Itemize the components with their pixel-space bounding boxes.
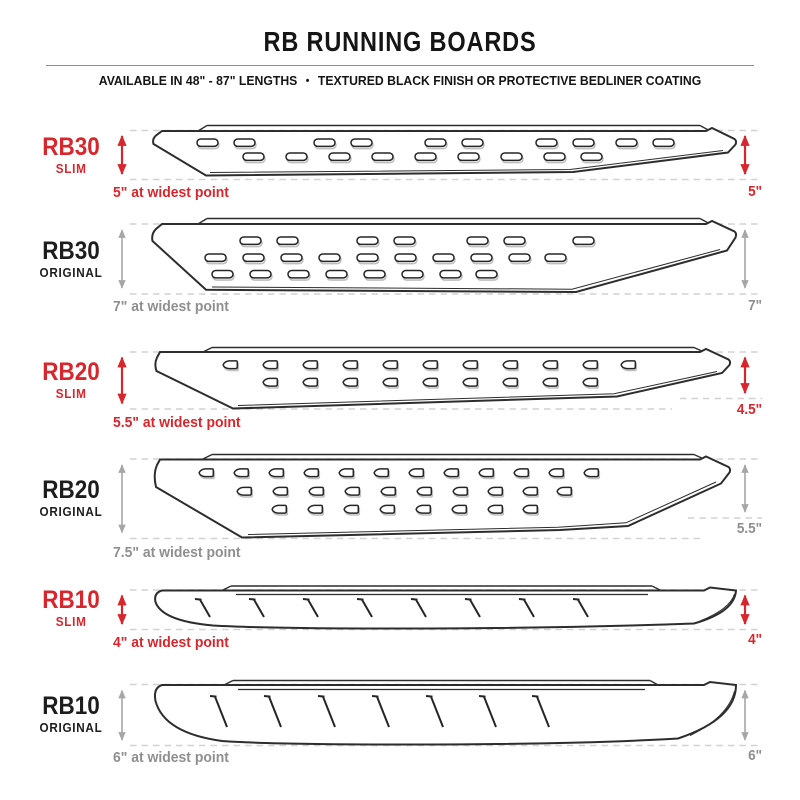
end-height-label-rb20-slim: 4.5" [736,402,762,418]
board-label-rb30-original: RB30 ORIGINAL [28,222,114,296]
rb10-original-board-drawing [118,679,762,747]
widest-point-label-rb10-original: 6" at widest point [113,749,229,766]
model-name: RB20 [42,358,100,386]
widest-point-label-rb10-slim: 4" at widest point [113,634,229,651]
subtitle-separator: • [305,75,310,87]
model-name: RB30 [42,236,100,265]
page-subtitle: AVAILABLE IN 48" - 87" LENGTHS • TEXTURED … [24,73,776,88]
end-height-label-rb10-original: 6" [748,748,762,764]
widest-point-label-rb20-original: 7.5" at widest point [113,544,241,561]
model-name: RB20 [42,476,100,504]
variant-name: ORIGINAL [39,719,103,735]
variant-name: SLIM [55,613,87,629]
variant-name: SLIM [55,386,87,401]
variant-name: ORIGINAL [39,504,103,519]
model-name: RB10 [42,585,100,614]
variant-name: ORIGINAL [39,264,103,280]
widest-point-label-rb30-original: 7" at widest point [113,298,229,315]
end-height-label-rb10-slim: 4" [748,632,762,648]
model-name: RB30 [42,132,100,161]
title-divider [46,65,754,66]
widest-point-label-rb30-slim: 5" at widest point [113,184,229,201]
rb30-slim-board-drawing [117,124,762,181]
variant-name: SLIM [55,160,87,176]
page-title: RB RUNNING BOARDS [263,26,537,57]
rb20-original-board-drawing [118,453,762,540]
rb20-slim-board-drawing [117,346,762,410]
end-height-label-rb30-original: 7" [748,298,762,314]
widest-point-label-rb20-slim: 5.5" at widest point [113,414,241,431]
end-height-label-rb30-slim: 5" [748,184,762,200]
board-label-rb20-original: RB20 ORIGINAL [28,457,114,540]
rb10-slim-board-drawing [117,585,762,631]
board-label-rb10-original: RB10 ORIGINAL [28,681,114,747]
board-label-rb10-slim: RB10 SLIM [28,584,114,632]
board-label-rb20-slim: RB20 SLIM [28,350,114,411]
model-name: RB10 [42,691,100,720]
rb30-original-board-drawing [118,217,762,295]
subtitle-finish: TEXTURED BLACK FINISH OR PROTECTIVE BEDL… [317,73,702,88]
end-height-label-rb20-original: 5.5" [736,521,762,537]
subtitle-availability: AVAILABLE IN 48" - 87" LENGTHS [98,73,298,88]
board-label-rb30-slim: RB30 SLIM [28,128,114,182]
